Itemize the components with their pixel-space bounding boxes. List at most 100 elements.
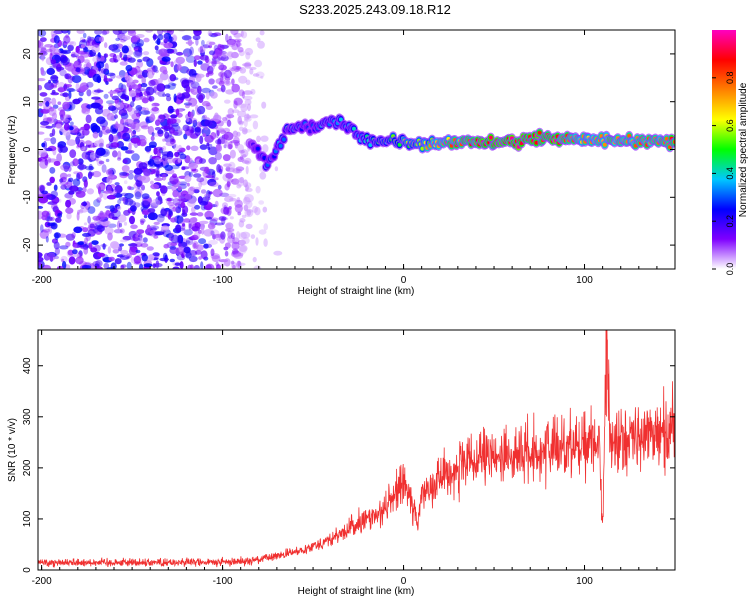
heatmap-cell	[232, 168, 241, 174]
heatmap-cell	[168, 232, 178, 242]
heatmap-cell	[64, 73, 72, 80]
heatmap-cell	[88, 242, 93, 250]
heatmap-cell	[177, 92, 183, 98]
heatmap-cell	[208, 146, 218, 156]
heatmap-cell	[46, 67, 55, 76]
heatmap-cell	[53, 203, 58, 207]
heatmap-cell	[155, 196, 163, 206]
heatmap-cell	[105, 169, 113, 176]
heatmap-cell	[75, 136, 80, 145]
heatmap-cell	[154, 91, 161, 95]
snr-axes: -200 -100 0 100 0 100 200 300 400	[22, 330, 676, 587]
heatmap-cell	[100, 244, 108, 247]
heatmap-cell	[122, 159, 128, 164]
heatmap-cell	[252, 73, 260, 77]
heatmap-cell	[193, 173, 202, 178]
heatmap-cell	[231, 241, 240, 250]
heatmap-cell	[244, 187, 253, 193]
heatmap-cell	[203, 243, 209, 249]
heatmap-cell	[176, 51, 184, 56]
heatmap-cell	[218, 62, 224, 69]
heatmap-cell	[157, 114, 165, 123]
heatmap-cell	[109, 72, 116, 79]
heatmap-cell	[242, 95, 253, 101]
heatmap-cell	[62, 161, 71, 170]
heatmap-cell	[239, 176, 245, 184]
heatmap-cell	[196, 244, 204, 252]
heatmap-cell	[51, 128, 56, 137]
heatmap-cell	[239, 155, 244, 160]
heatmap-cell	[185, 55, 196, 63]
heatmap-cell	[42, 228, 51, 233]
heatmap-cell	[237, 262, 246, 266]
x-tick-label: -100	[213, 275, 233, 286]
heatmap-cell	[128, 90, 137, 98]
heatmap-cell	[83, 63, 90, 70]
heatmap-cell	[119, 239, 128, 243]
heatmap-cell	[182, 218, 192, 223]
heatmap-cell	[120, 112, 129, 120]
heatmap-cell	[205, 59, 209, 63]
heatmap-cell	[106, 194, 116, 200]
heatmap-cell	[43, 97, 52, 102]
heatmap-cell	[193, 188, 200, 194]
heatmap-cell	[115, 75, 124, 79]
heatmap-cell	[244, 208, 254, 218]
heatmap-cell	[78, 209, 84, 214]
heatmap-cell	[142, 237, 148, 243]
heatmap-cell	[92, 215, 101, 221]
heatmap-cell	[169, 175, 179, 185]
heatmap-cell	[215, 261, 219, 267]
heatmap-cell	[278, 143, 283, 148]
heatmap-cell	[188, 223, 192, 231]
heatmap-cell	[74, 60, 79, 67]
heatmap-cell	[82, 232, 91, 237]
heatmap-cell	[104, 62, 109, 72]
heatmap-cell	[184, 193, 192, 200]
heatmap-cell	[128, 230, 138, 238]
heatmap-cell	[57, 212, 62, 219]
heatmap-cell	[397, 142, 402, 147]
heatmap-cell	[134, 237, 144, 245]
heatmap-cell	[186, 145, 191, 151]
heatmap-cell	[255, 37, 261, 42]
heatmap-cell	[207, 222, 216, 230]
heatmap-cell	[138, 138, 147, 147]
heatmap-cell	[204, 119, 213, 126]
heatmap-cell	[67, 75, 74, 84]
heatmap-cell	[98, 130, 103, 138]
heatmap-cell	[197, 60, 203, 65]
heatmap-cell	[120, 94, 129, 100]
heatmap-cell	[62, 101, 70, 110]
heatmap-cell	[244, 194, 254, 203]
heatmap-cell	[127, 50, 134, 56]
heatmap-cell	[224, 99, 231, 104]
heatmap-cell	[224, 242, 231, 249]
heatmap-cell	[182, 124, 190, 132]
heatmap-cell	[41, 214, 48, 221]
heatmap-cell	[103, 93, 109, 99]
heatmap-cell	[118, 82, 124, 91]
heatmap-cell	[177, 158, 181, 163]
heatmap-cell	[107, 232, 113, 241]
heatmap-cell	[86, 40, 90, 47]
heatmap-cell	[150, 135, 155, 141]
heatmap-cell	[255, 146, 260, 151]
heatmap-cell	[72, 243, 77, 250]
heatmap-cell	[169, 74, 177, 82]
heatmap-cell	[38, 84, 43, 91]
heatmap-cell	[108, 44, 119, 51]
heatmap-cell	[258, 229, 267, 235]
heatmap-cell	[162, 30, 173, 33]
heatmap-cell	[125, 149, 135, 154]
heatmap-cell	[123, 209, 131, 216]
heatmap-cell	[154, 177, 164, 181]
heatmap-cell	[177, 144, 182, 151]
heatmap-cell	[97, 252, 106, 257]
heatmap-cell	[143, 169, 151, 177]
heatmap-cell	[198, 94, 204, 103]
heatmap-cell	[173, 59, 184, 65]
heatmap-cell	[112, 150, 118, 158]
heatmap-cell	[263, 223, 269, 231]
heatmap-cell	[110, 142, 120, 148]
